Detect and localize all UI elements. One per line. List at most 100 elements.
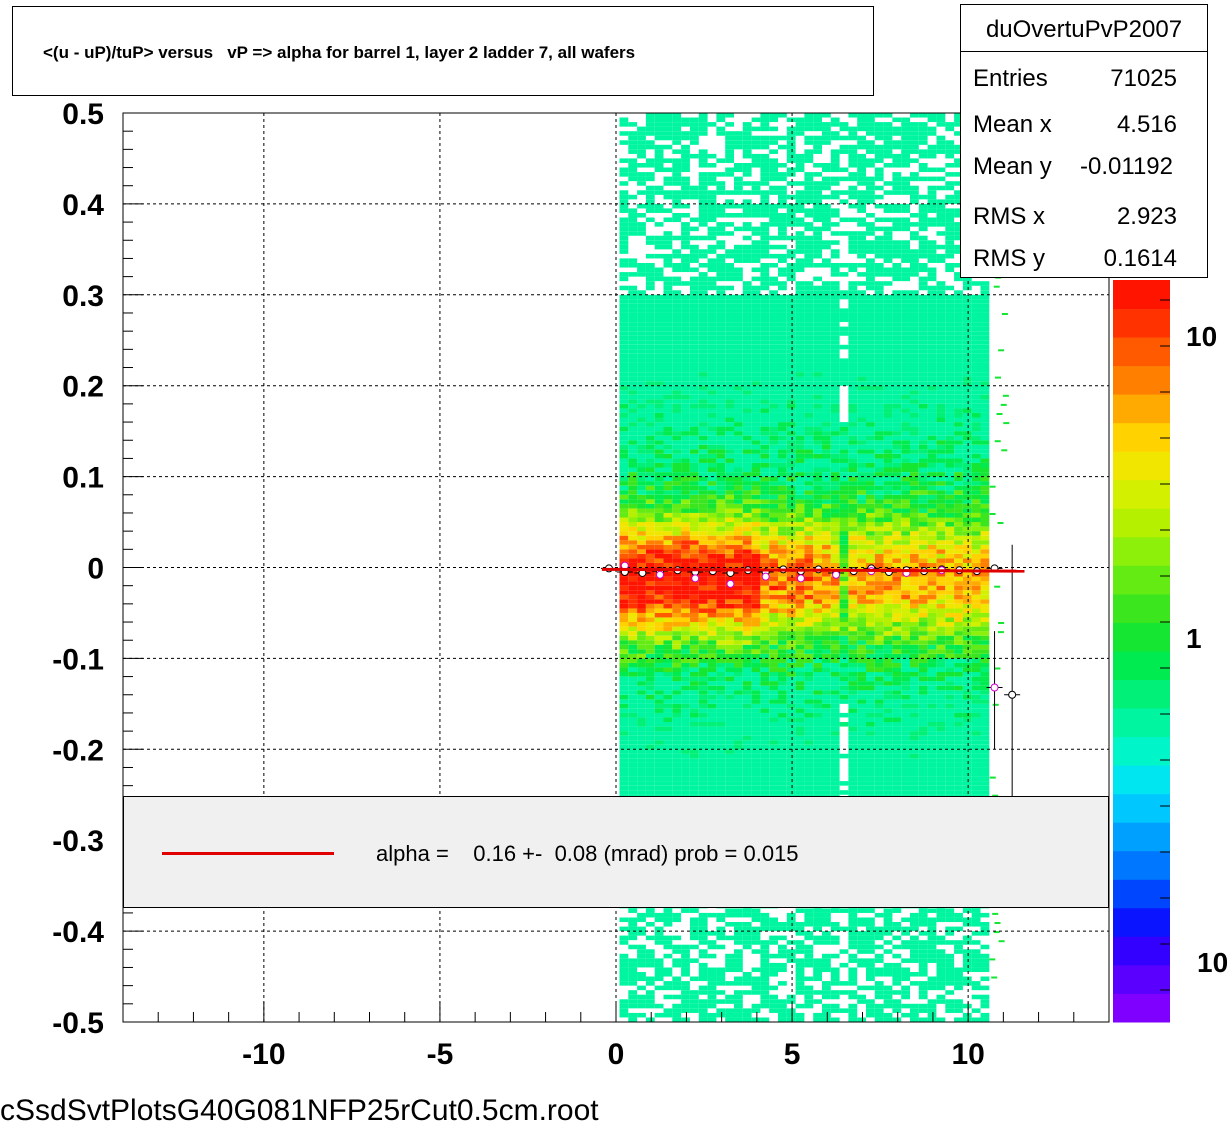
- heatmap-cell: [645, 394, 655, 400]
- heatmap-cell: [786, 1008, 796, 1013]
- heatmap-cell: [822, 426, 831, 432]
- heatmap-cell: [874, 744, 884, 750]
- heatmap-cell: [734, 376, 743, 382]
- heatmap-cell: [654, 740, 664, 745]
- heatmap-cell: [654, 331, 664, 336]
- heatmap-cell: [628, 926, 638, 932]
- heatmap-cell: [734, 340, 743, 345]
- heatmap-cell: [857, 372, 866, 377]
- heatmap-cell: [804, 213, 814, 218]
- heatmap-cell: [778, 285, 787, 291]
- heatmap-cell: [760, 144, 770, 150]
- heatmap-cell: [654, 135, 664, 141]
- heatmap-cell: [857, 113, 866, 118]
- heatmap-cell: [848, 603, 858, 609]
- heatmap-cell: [760, 1003, 770, 1009]
- heatmap-cell: [628, 735, 638, 741]
- heatmap-cell: [795, 549, 805, 554]
- heatmap-cell: [830, 972, 840, 977]
- heatmap-cell: [786, 658, 796, 663]
- heatmap-cell: [778, 926, 787, 932]
- heatmap-cell: [822, 640, 831, 645]
- heatmap-cell: [645, 349, 655, 354]
- heatmap-cell: [866, 385, 875, 391]
- heatmap-cell: [857, 776, 866, 782]
- heatmap-cell: [839, 653, 849, 659]
- heatmap-cell: [830, 526, 840, 532]
- heatmap-cell: [848, 540, 858, 545]
- heatmap-cell: [778, 712, 787, 718]
- heatmap-cell: [760, 408, 770, 413]
- heatmap-cell: [839, 367, 849, 373]
- heatmap-cell: [822, 203, 831, 209]
- heatmap-cell: [778, 390, 787, 395]
- heatmap-cell: [707, 681, 717, 686]
- heatmap-cell: [839, 272, 849, 277]
- heatmap-cell: [778, 340, 787, 345]
- heatmap-cell: [760, 458, 770, 463]
- heatmap-cell: [813, 349, 822, 354]
- heatmap-cell: [839, 517, 849, 523]
- heatmap-cell: [698, 726, 708, 732]
- heatmap-cell: [866, 281, 875, 286]
- heatmap-cell: [645, 322, 655, 327]
- heatmap-cell: [628, 372, 638, 377]
- heatmap-cell: [698, 708, 708, 713]
- heatmap-cell: [795, 285, 805, 291]
- heatmap-cell: [848, 444, 858, 450]
- heatmap-cell: [795, 603, 805, 609]
- heatmap-cell: [778, 1012, 787, 1018]
- heatmap-cell: [822, 431, 831, 436]
- heatmap-cell: [707, 413, 717, 418]
- heatmap-cell: [866, 299, 875, 304]
- heatmap-cell: [619, 472, 629, 477]
- heatmap-cell: [628, 931, 638, 936]
- heatmap-cell: [848, 185, 858, 191]
- heatmap-cell: [769, 426, 778, 432]
- heatmap-cell: [734, 658, 743, 663]
- heatmap-cell: [619, 772, 629, 777]
- heatmap-cell: [698, 590, 708, 595]
- heatmap-cell: [654, 535, 664, 541]
- heatmap-cell: [672, 413, 682, 418]
- heatmap-cell: [654, 781, 664, 786]
- heatmap-cell: [786, 608, 796, 613]
- heatmap-cell: [822, 735, 831, 741]
- heatmap-cell: [874, 653, 884, 659]
- heatmap-cell: [813, 208, 822, 213]
- heatmap-cell: [822, 372, 831, 377]
- heatmap-cell: [769, 399, 778, 404]
- heatmap-cell: [716, 231, 726, 236]
- heatmap-cell: [698, 399, 708, 404]
- heatmap-cell: [619, 940, 629, 945]
- heatmap-cell: [672, 117, 682, 123]
- heatmap-cell: [830, 649, 840, 654]
- heatmap-cell: [690, 703, 699, 709]
- heatmap-cell: [707, 722, 717, 727]
- heatmap-cell: [707, 163, 717, 168]
- heatmap-cell: [857, 181, 866, 186]
- heatmap-cell: [769, 553, 778, 559]
- heatmap-cell: [760, 467, 770, 473]
- heatmap-cell: [866, 772, 875, 777]
- heatmap-cell: [637, 772, 646, 777]
- heatmap-cell: [778, 622, 787, 627]
- heatmap-cell: [654, 935, 664, 941]
- heatmap-cell: [795, 712, 805, 718]
- heatmap-cell: [778, 563, 787, 568]
- heatmap-cell: [654, 458, 664, 463]
- heatmap-cell: [751, 158, 761, 163]
- heatmap-cell: [795, 390, 805, 395]
- heatmap-cell: [848, 376, 858, 382]
- heatmap-cell: [769, 331, 778, 336]
- heatmap-cell: [734, 167, 743, 173]
- heatmap-cell: [619, 444, 629, 450]
- heatmap-cell: [830, 967, 840, 973]
- heatmap-cell: [874, 717, 884, 723]
- heatmap-cell: [857, 526, 866, 532]
- heatmap-cell: [760, 640, 770, 645]
- heatmap-cell: [637, 449, 646, 454]
- heatmap-cell: [672, 522, 682, 527]
- heatmap-cell: [725, 213, 734, 218]
